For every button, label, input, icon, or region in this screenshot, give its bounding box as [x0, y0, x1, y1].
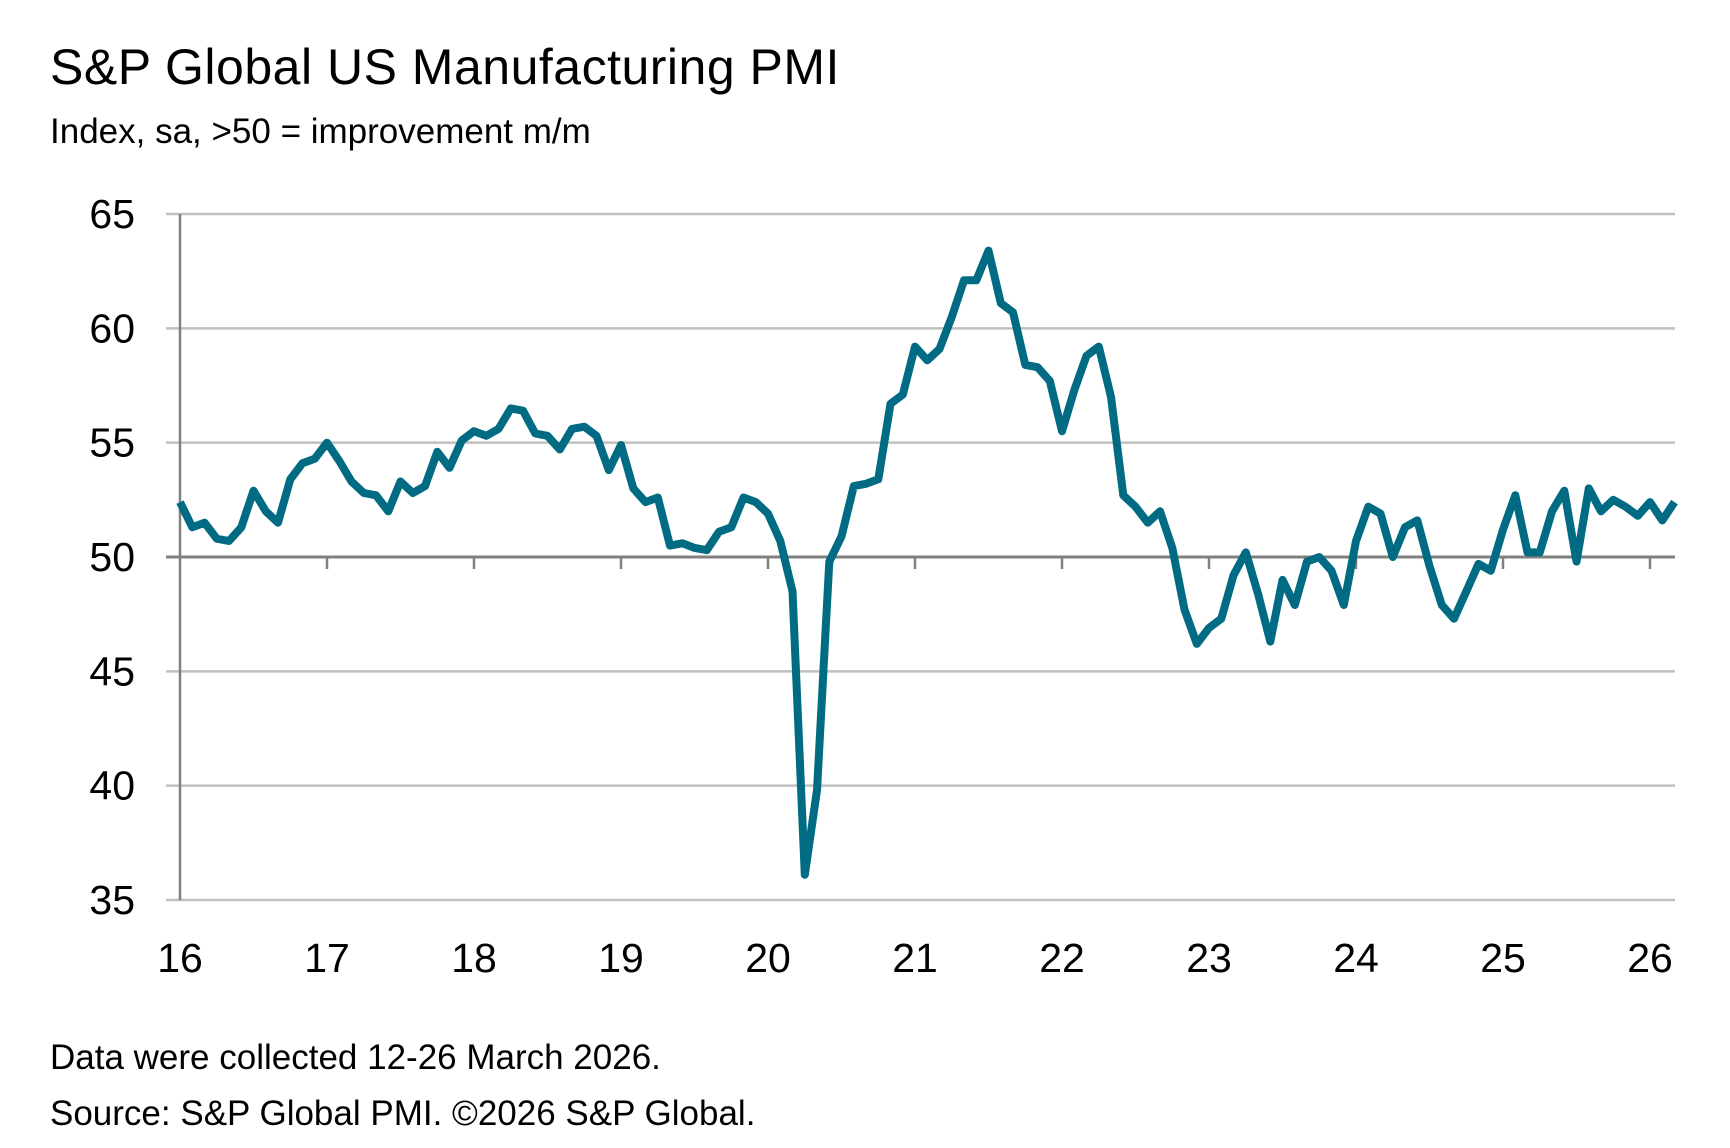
- y-tick-label: 40: [89, 763, 135, 809]
- x-tick-label: 22: [1039, 935, 1085, 981]
- x-tick-label: 21: [892, 935, 938, 981]
- footer-note: Data were collected 12-26 March 2026.: [50, 1038, 661, 1077]
- footer-source: Source: S&P Global PMI. ©2026 S&P Global…: [50, 1094, 756, 1133]
- x-tick-label: 26: [1627, 935, 1673, 981]
- y-tick-label: 55: [89, 420, 135, 466]
- y-tick-label: 60: [89, 305, 135, 351]
- chart-title: S&P Global US Manufacturing PMI: [50, 39, 840, 95]
- y-tick-label: 65: [89, 191, 135, 237]
- x-tick-label: 17: [304, 935, 350, 981]
- x-tick-label: 16: [157, 935, 203, 981]
- x-tick-label: 23: [1186, 935, 1232, 981]
- chart-subtitle: Index, sa, >50 = improvement m/m: [50, 112, 591, 151]
- series-line-pmi: [176, 246, 1678, 879]
- x-tick-label: 18: [451, 935, 497, 981]
- y-tick-label: 45: [89, 648, 135, 694]
- y-tick-label: 50: [89, 534, 135, 580]
- y-tick-label: 35: [89, 877, 135, 923]
- x-tick-label: 20: [745, 935, 791, 981]
- x-tick-label: 25: [1480, 935, 1526, 981]
- x-tick-label: 19: [598, 935, 644, 981]
- x-tick-label: 24: [1333, 935, 1379, 981]
